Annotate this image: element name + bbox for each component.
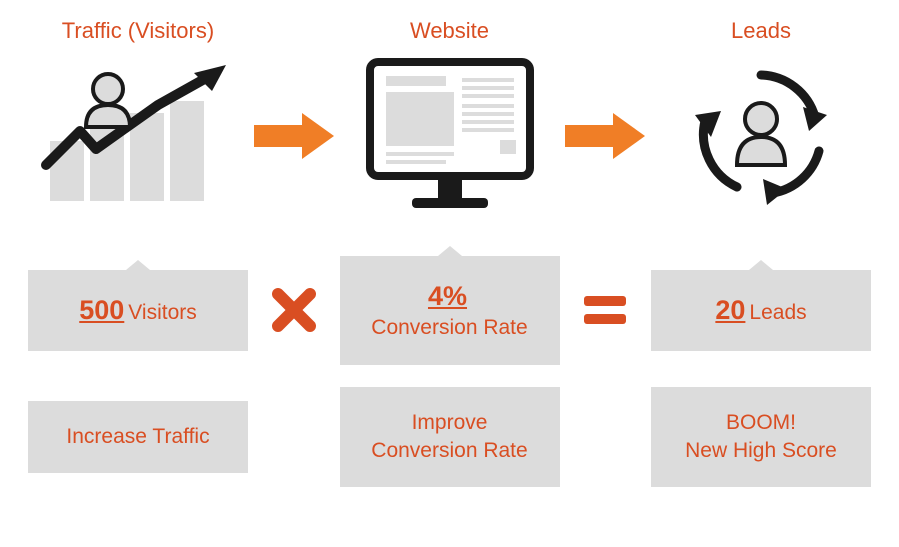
visitors-value: 500 [79, 295, 124, 325]
leads-label: Leads [749, 301, 806, 324]
visitors-label: Visitors [128, 301, 196, 324]
leads-icon-cell [651, 56, 871, 216]
conversion-value: 4% [428, 281, 467, 311]
conversion-card: 4% Conversion Rate [340, 256, 560, 365]
action-leads-card: BOOM! New High Score [651, 387, 871, 488]
conversion-label: Conversion Rate [371, 316, 527, 339]
equals-icon [582, 292, 628, 328]
website-icon-cell [340, 56, 560, 216]
multiply-operator [259, 288, 329, 332]
traffic-icon-cell [28, 56, 248, 216]
action-traffic: Increase Traffic [66, 425, 209, 448]
icons-row [28, 56, 871, 216]
formula-row: 500Visitors 4% Conversion Rate 20Leads [28, 256, 871, 365]
flow-arrow-icon [565, 111, 645, 161]
equals-operator [570, 292, 640, 328]
arrow-2 [565, 111, 645, 161]
infographic-container: Traffic (Visitors) Website Leads [0, 0, 899, 505]
action-traffic-card: Increase Traffic [28, 401, 248, 473]
action-leads-l2: New High Score [685, 439, 837, 462]
header-traffic: Traffic (Visitors) [28, 18, 248, 44]
actions-row: Increase Traffic Improve Conversion Rate… [28, 387, 871, 488]
refresh-cycle-person-icon [681, 61, 841, 211]
action-leads-l1: BOOM! [726, 411, 796, 434]
desktop-monitor-icon [360, 56, 540, 216]
header-website: Website [340, 18, 560, 44]
action-conversion-l1: Improve [412, 411, 488, 434]
multiply-icon [272, 288, 316, 332]
flow-arrow-icon [254, 111, 334, 161]
visitors-card: 500Visitors [28, 270, 248, 350]
headers-row: Traffic (Visitors) Website Leads [28, 18, 871, 44]
leads-card: 20Leads [651, 270, 871, 350]
header-leads: Leads [651, 18, 871, 44]
action-conversion-card: Improve Conversion Rate [340, 387, 560, 488]
action-conversion-l2: Conversion Rate [371, 439, 527, 462]
leads-value: 20 [715, 295, 745, 325]
traffic-growth-icon [38, 61, 238, 211]
arrow-1 [254, 111, 334, 161]
